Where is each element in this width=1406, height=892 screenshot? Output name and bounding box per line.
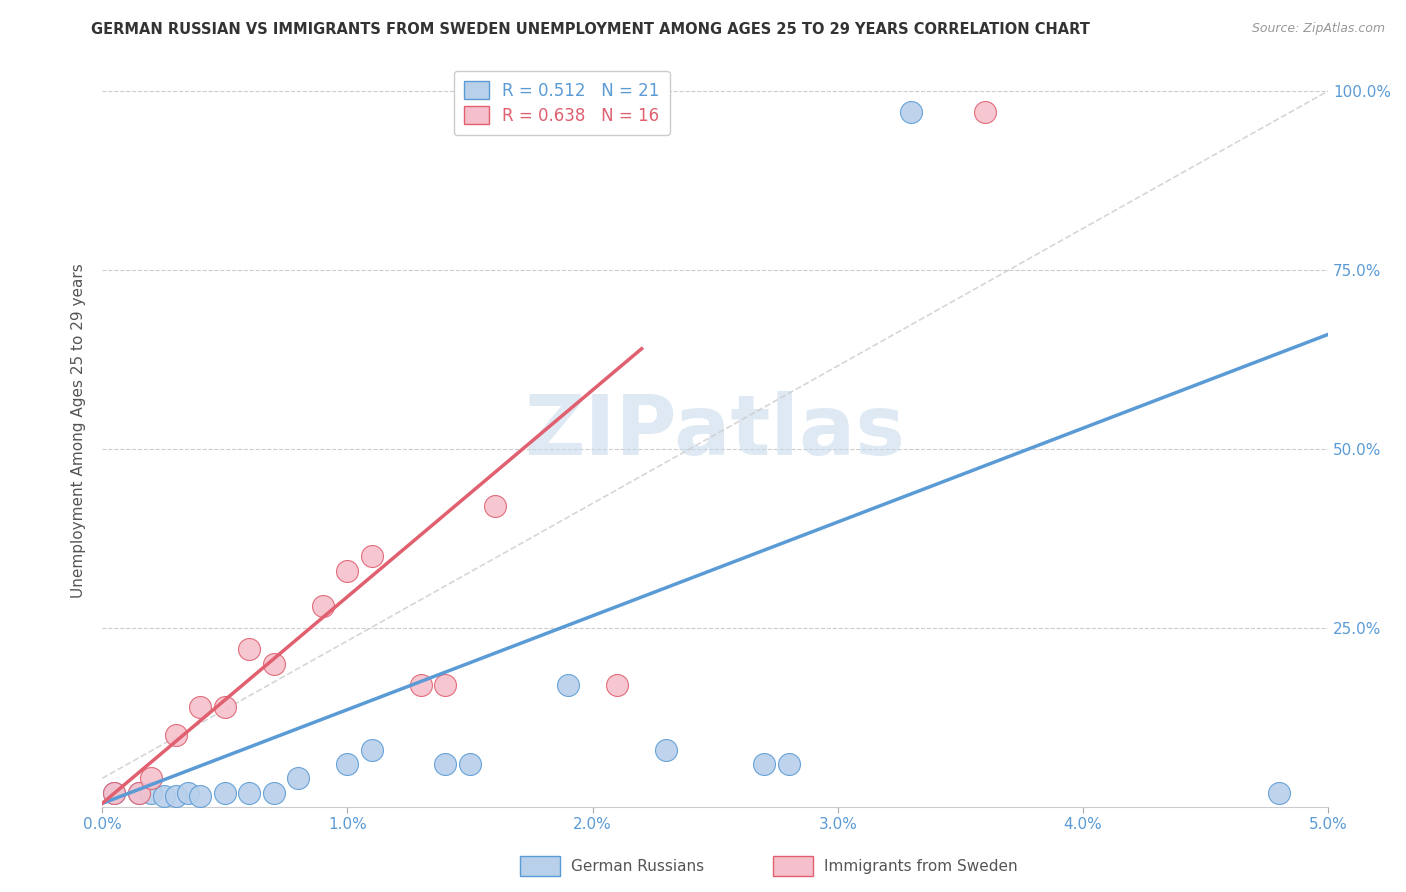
Point (336, 757, 359, 772)
Point (361, 549, 384, 564)
Text: Immigrants from Sweden: Immigrants from Sweden (824, 859, 1018, 873)
Point (152, 789, 174, 804)
Point (238, 786, 260, 800)
Point (141, 786, 163, 800)
Point (141, 772, 163, 786)
Point (165, 728, 187, 742)
Point (458, 757, 481, 772)
Point (188, 699, 211, 714)
Point (754, 757, 776, 772)
Point (606, 678, 628, 692)
Point (557, 678, 579, 692)
Point (103, 786, 125, 800)
Point (973, 105, 995, 120)
Point (409, 678, 432, 692)
Point (165, 789, 187, 804)
Point (900, 105, 922, 120)
Point (655, 742, 678, 756)
Point (188, 789, 211, 804)
Point (214, 786, 236, 800)
Point (287, 772, 309, 786)
Point (128, 786, 150, 800)
Legend: R = 0.512   N = 21, R = 0.638   N = 16: R = 0.512 N = 21, R = 0.638 N = 16 (454, 71, 669, 135)
Point (312, 599, 335, 614)
Text: German Russians: German Russians (571, 859, 704, 873)
Point (177, 786, 200, 800)
Point (336, 564, 359, 578)
Point (361, 742, 384, 756)
Y-axis label: Unemployment Among Ages 25 to 29 years: Unemployment Among Ages 25 to 29 years (72, 264, 86, 599)
Point (1268, 786, 1291, 800)
Point (263, 786, 285, 800)
Text: Source: ZipAtlas.com: Source: ZipAtlas.com (1251, 22, 1385, 36)
Point (214, 699, 236, 714)
Point (484, 500, 506, 514)
Point (434, 678, 457, 692)
Point (778, 757, 800, 772)
Point (263, 657, 285, 671)
Point (434, 757, 457, 772)
Point (103, 786, 125, 800)
Text: GERMAN RUSSIAN VS IMMIGRANTS FROM SWEDEN UNEMPLOYMENT AMONG AGES 25 TO 29 YEARS : GERMAN RUSSIAN VS IMMIGRANTS FROM SWEDEN… (91, 22, 1090, 37)
Point (128, 786, 150, 800)
Point (238, 642, 260, 657)
Text: ZIPatlas: ZIPatlas (524, 391, 905, 472)
